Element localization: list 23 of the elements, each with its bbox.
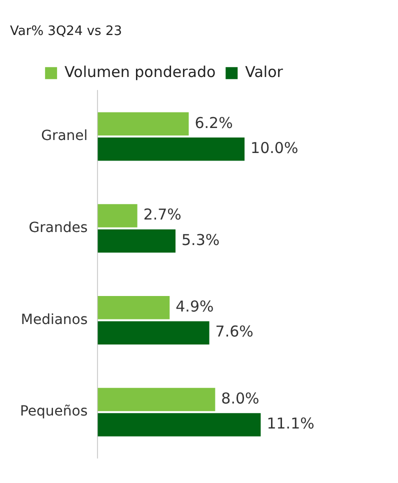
bar: [98, 413, 261, 436]
chart-title: Var% 3Q24 vs 23: [10, 24, 122, 40]
bar: [98, 229, 176, 253]
data-label: 2.7%: [143, 206, 182, 224]
bar: [98, 204, 138, 228]
data-label: 8.0%: [221, 389, 260, 408]
data-label: 11.1%: [266, 414, 314, 433]
y-tick-label: Granel: [41, 128, 88, 144]
data-label: 7.6%: [215, 322, 254, 341]
y-tick-label: Grandes: [28, 220, 88, 236]
data-label: 10.0%: [250, 139, 298, 158]
y-tick-label: Medianos: [20, 312, 88, 328]
bar: [98, 112, 189, 136]
legend-label: Volumen ponderado: [64, 62, 216, 81]
y-tick-label: Pequeños: [20, 404, 88, 420]
bar: [98, 296, 170, 320]
bar: [98, 138, 245, 161]
bar: [98, 388, 216, 412]
legend-label: Valor: [245, 62, 284, 81]
data-label: 4.9%: [176, 297, 214, 316]
data-label: 6.2%: [194, 114, 233, 132]
data-label: 5.3%: [182, 230, 220, 249]
bar: [98, 321, 210, 344]
